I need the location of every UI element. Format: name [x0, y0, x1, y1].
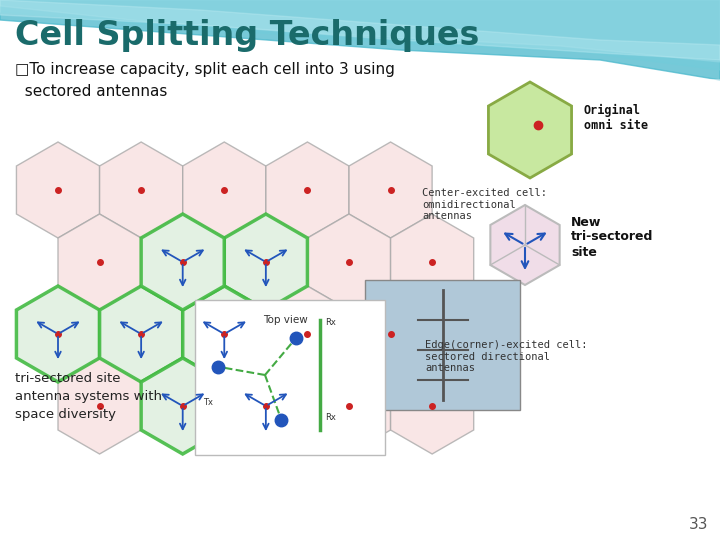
- Polygon shape: [17, 142, 99, 238]
- Polygon shape: [0, 0, 720, 70]
- Text: □To increase capacity, split each cell into 3 using
  sectored antennas: □To increase capacity, split each cell i…: [15, 62, 395, 99]
- Text: tri-sectored site
antenna systems with
space diversity: tri-sectored site antenna systems with s…: [15, 372, 162, 421]
- Text: Tx: Tx: [203, 398, 213, 407]
- Polygon shape: [99, 286, 183, 382]
- Polygon shape: [266, 286, 349, 382]
- Polygon shape: [390, 358, 474, 454]
- Polygon shape: [17, 286, 99, 382]
- Text: Cell Splitting Techniques: Cell Splitting Techniques: [15, 19, 480, 52]
- Polygon shape: [307, 358, 390, 454]
- Polygon shape: [58, 358, 141, 454]
- Polygon shape: [224, 358, 307, 454]
- Polygon shape: [99, 142, 183, 238]
- Polygon shape: [141, 214, 224, 310]
- Polygon shape: [183, 286, 266, 382]
- Polygon shape: [58, 214, 141, 310]
- Text: Center-excited cell:
omnidirectional
antennas: Center-excited cell: omnidirectional ant…: [422, 188, 547, 221]
- Polygon shape: [490, 205, 559, 285]
- Text: New
tri-sectored
site: New tri-sectored site: [571, 215, 653, 259]
- Text: 33: 33: [688, 517, 708, 532]
- Bar: [365, 280, 520, 410]
- Polygon shape: [390, 214, 474, 310]
- Polygon shape: [0, 0, 720, 60]
- Polygon shape: [307, 214, 390, 310]
- Polygon shape: [266, 142, 349, 238]
- Bar: [195, 300, 385, 455]
- Polygon shape: [141, 358, 224, 454]
- Text: Edge(corner)-excited cell:
sectored directional
antennas: Edge(corner)-excited cell: sectored dire…: [425, 340, 588, 373]
- Polygon shape: [349, 286, 432, 382]
- Polygon shape: [349, 142, 432, 238]
- Polygon shape: [0, 0, 720, 80]
- Polygon shape: [224, 214, 307, 310]
- Text: Rx: Rx: [325, 413, 336, 422]
- Text: Rx: Rx: [325, 318, 336, 327]
- Text: Original
omni site: Original omni site: [584, 104, 648, 132]
- Polygon shape: [488, 82, 572, 178]
- Polygon shape: [0, 0, 720, 62]
- Text: Top view: Top view: [263, 315, 307, 325]
- Polygon shape: [183, 142, 266, 238]
